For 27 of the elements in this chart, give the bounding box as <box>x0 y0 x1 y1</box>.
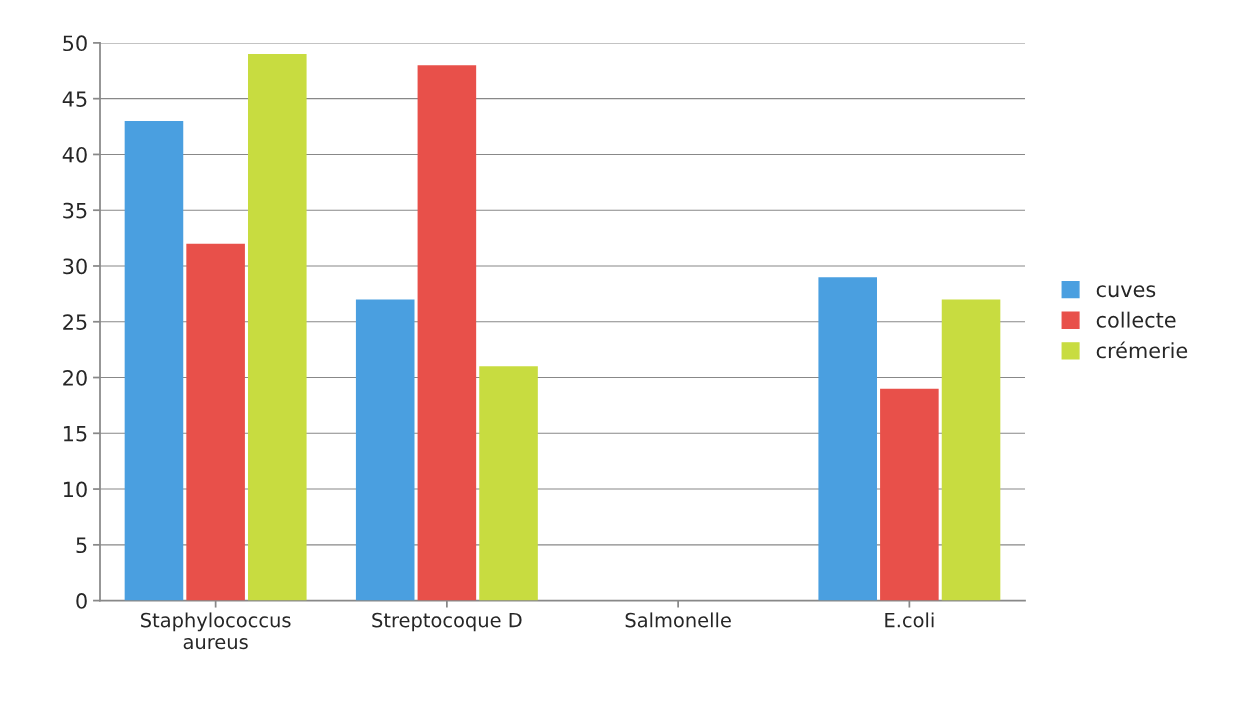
bar <box>880 388 939 601</box>
y-tick-label: 50 <box>63 35 87 52</box>
y-tick-label: 35 <box>63 202 87 219</box>
bar <box>124 120 184 601</box>
bar <box>355 299 415 601</box>
y-tick-label: 15 <box>63 426 87 442</box>
y-tick-label: 25 <box>63 314 87 330</box>
x-tick-label: Staphylococcus aureus <box>141 612 291 650</box>
bar <box>479 366 538 601</box>
bar <box>248 54 307 601</box>
y-tick-label: 0 <box>76 593 87 609</box>
y-tick-label: 10 <box>63 481 87 498</box>
bar <box>186 243 245 601</box>
x-tick-label: E.coli <box>885 612 934 628</box>
x-tick-label: Streptocoque D <box>372 612 522 632</box>
bar <box>941 299 1001 601</box>
y-tick-label: 40 <box>62 146 87 163</box>
bar <box>818 277 877 601</box>
y-tick-label: 45 <box>62 91 87 107</box>
y-tick-label: 30 <box>63 258 87 275</box>
legend-label: cuves <box>1096 285 1156 298</box>
bar <box>417 65 477 601</box>
x-tick-label: Salmonelle <box>625 612 731 628</box>
legend-label: crémerie <box>1096 341 1188 359</box>
legend-label: collecte <box>1096 311 1176 328</box>
y-tick-label: 20 <box>63 369 87 386</box>
y-tick-label: 5 <box>76 537 87 554</box>
